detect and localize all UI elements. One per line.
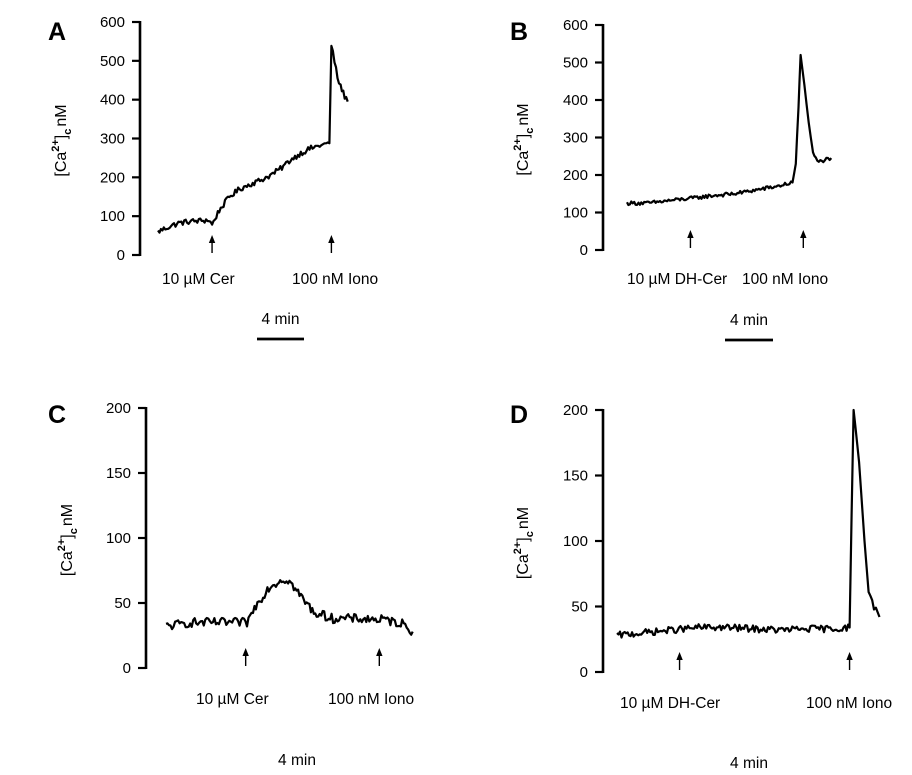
y-tick-label: 300 — [563, 130, 588, 147]
y-axis-label: [Ca2+]cnM — [56, 504, 80, 576]
y-tick-label: 200 — [563, 167, 588, 184]
scale-bar-label: 4 min — [278, 752, 316, 769]
annotation-label: 100 nM Iono — [328, 691, 414, 708]
panel-label-c: C — [48, 401, 66, 429]
y-tick-label: 150 — [563, 468, 588, 485]
calcium-trace — [157, 44, 349, 234]
scale-bar-label: 4 min — [730, 755, 768, 772]
y-tick-label: 300 — [100, 131, 125, 148]
y-tick-label: 150 — [106, 465, 131, 482]
arrow-up-icon — [800, 230, 807, 238]
y-tick-label: 600 — [100, 14, 125, 31]
y-tick-label: 100 — [106, 530, 131, 547]
annotation-label: 100 nM Iono — [292, 271, 378, 288]
annotation-label: 10 µM DH-Cer — [627, 271, 727, 288]
y-tick-label: 200 — [106, 400, 131, 417]
y-tick-label: 50 — [114, 595, 131, 612]
annotation-label: 100 nM Iono — [742, 271, 828, 288]
arrow-up-icon — [846, 652, 853, 660]
y-tick-label: 500 — [563, 55, 588, 72]
panel-a: A 0 100 200 300 400 500 600 [Ca2+]cnM 10 µM Cer 10… — [48, 14, 378, 341]
y-tick-label: 200 — [100, 169, 125, 186]
y-tick-label: 400 — [100, 92, 125, 109]
panel-d: D 0 50 100 150 200 [Ca2+]cnM 10 µM DH-Cer 100 nM… — [510, 401, 892, 772]
annotation-label: 10 µM Cer — [162, 271, 235, 288]
y-axis-label: [Ca2+]cnM — [512, 103, 536, 175]
calcium-trace — [616, 408, 881, 639]
y-tick-label: 100 — [563, 533, 588, 550]
panel-b: B 0 100 200 300 400 500 600 [Ca2+]cnM 10 µM DH-Ce… — [510, 17, 833, 342]
y-axis-label: [Ca2+]cnM — [512, 507, 536, 579]
y-tick-label: 0 — [123, 660, 131, 677]
panel-label-b: B — [510, 18, 528, 46]
scale-bar-label: 4 min — [262, 311, 300, 328]
panel-label-a: A — [48, 18, 66, 46]
arrow-up-icon — [208, 235, 216, 243]
y-tick-label: 200 — [563, 402, 588, 419]
scale-bar-label: 4 min — [730, 312, 768, 329]
y-tick-label: 100 — [100, 208, 125, 225]
annotation-label: 100 nM Iono — [806, 695, 892, 712]
calcium-trace — [626, 53, 833, 207]
annotation-label: 10 µM DH-Cer — [620, 695, 720, 712]
arrow-up-icon — [676, 652, 683, 660]
arrow-up-icon — [376, 648, 383, 656]
y-tick-label: 600 — [563, 17, 588, 34]
arrow-up-icon — [687, 230, 694, 238]
calcium-trace — [165, 579, 414, 636]
y-tick-label: 400 — [563, 92, 588, 109]
annotation-label: 10 µM Cer — [196, 691, 269, 708]
arrow-up-icon — [328, 235, 335, 243]
panel-label-d: D — [510, 401, 528, 429]
y-tick-label: 0 — [580, 242, 588, 259]
y-tick-label: 100 — [563, 205, 588, 222]
y-tick-label: 500 — [100, 53, 125, 70]
arrow-up-icon — [242, 648, 249, 656]
y-tick-label: 50 — [571, 599, 588, 616]
y-tick-label: 0 — [117, 247, 125, 264]
panel-c: C 0 50 100 150 200 [Ca2+]cnM 10 µM Cer 100 nM Io… — [48, 400, 414, 769]
y-tick-label: 0 — [580, 664, 588, 681]
y-axis-label: [Ca2+]cnM — [50, 104, 74, 176]
